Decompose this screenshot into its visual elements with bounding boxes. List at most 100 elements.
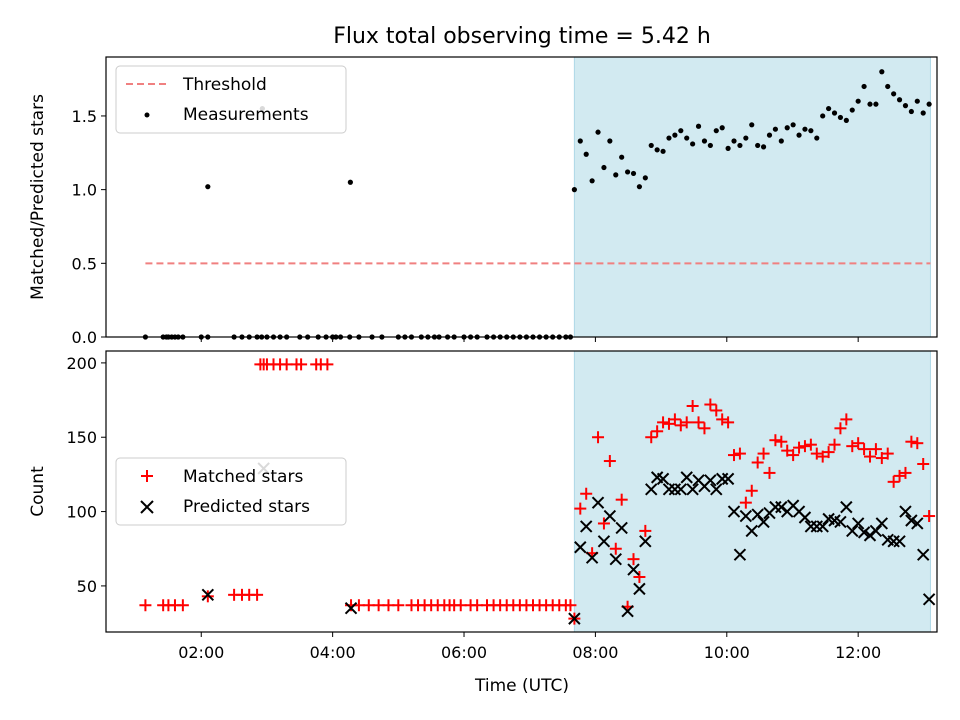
measurements-point (861, 83, 867, 90)
measurements-point (684, 135, 690, 141)
measurements-point (796, 132, 802, 138)
measurements-point (205, 184, 211, 190)
predicted-legend-swatch (140, 500, 154, 514)
count-panel: 02:00 04:00 06:00 08:00 10:00 12:00 50 100 150 20… (28, 350, 938, 662)
matched-stars-point (674, 419, 687, 432)
ratio-panel: 0.0 0.5 1.0 1.5 Matched/Predicted stars Thr… (28, 56, 938, 347)
measurements-point (731, 138, 737, 144)
predicted-stars-point (609, 552, 622, 566)
top-axes-frame (105, 56, 938, 338)
top-y-axis-label: Matched/Predicted stars (28, 94, 48, 300)
measurements-point (713, 128, 719, 134)
predicted-stars-point (603, 509, 617, 523)
measurements-point (619, 154, 625, 160)
predicted-stars-point (733, 548, 747, 561)
predicted-stars-point (633, 582, 646, 596)
matched-stars-point (793, 441, 806, 454)
bottom-axis-ticks: 02:00 04:00 06:00 08:00 10:00 12:00 50 100 150 20… (66, 354, 881, 662)
measurements-point (891, 91, 897, 97)
predicted-stars-point (727, 505, 741, 518)
measurements-point (595, 129, 601, 135)
measurements-point (867, 101, 873, 107)
predicted-stars-point (857, 526, 871, 539)
matched-stars-point (651, 425, 664, 438)
measurements-point (820, 113, 826, 119)
predicted-stars-point (834, 515, 847, 529)
predicted-stars-point (201, 588, 215, 602)
matched-stars-point (757, 447, 770, 460)
matched-stars-point (722, 416, 735, 429)
measurements-point (914, 98, 920, 104)
matched-stars-point (201, 590, 214, 603)
predicted-stars-point (656, 472, 670, 486)
matched-stars-point (716, 413, 729, 426)
measurements-point (843, 117, 849, 123)
matched-stars-point (858, 443, 871, 456)
measurements-legend-swatch (144, 112, 150, 118)
matched-stars-point (321, 358, 334, 371)
matched-stars-point (597, 517, 610, 530)
measurements-point (678, 128, 684, 134)
bottom-legend: Matched stars Predicted stars (115, 457, 347, 526)
matched-stars-point (698, 422, 711, 435)
predicted-stars-point (585, 551, 599, 564)
measurements-point (837, 114, 844, 121)
measurements-point (926, 101, 932, 107)
predicted-stars-point (804, 520, 818, 533)
top-legend-box (115, 65, 347, 134)
measurements-point (701, 138, 708, 144)
matched-stars-point (615, 493, 628, 506)
predicted-stars-point (721, 472, 735, 486)
matched-stars-point (251, 588, 264, 601)
x-tick-label: 08:00 (572, 643, 618, 662)
predicted-stars-point (745, 524, 758, 538)
matched-stars-point (763, 466, 776, 479)
predicted-stars-point (863, 529, 877, 542)
y-tick-label: 1.5 (72, 107, 97, 126)
matched-stars-point (645, 431, 658, 444)
predicted-stars-point (887, 535, 900, 548)
matched-stars-point (905, 435, 918, 448)
predicted-stars-point (922, 593, 936, 606)
predicted-stars-point (775, 500, 788, 514)
matched-stars-point (564, 599, 577, 612)
matched-stars-point (887, 475, 900, 488)
matched-stars-point (627, 553, 640, 566)
predicted-stars-point (615, 521, 628, 535)
matched-stars-point (680, 416, 693, 429)
measurements-point (814, 135, 820, 141)
matched-legend-label: Matched stars (183, 467, 303, 487)
predicted-stars-point (579, 520, 593, 533)
bottom-legend-box (115, 457, 347, 526)
matched-stars-point (869, 443, 882, 456)
measurements-point (607, 138, 613, 144)
matched-stars-point (881, 447, 894, 460)
predicted-stars-point (574, 541, 587, 554)
y-tick-label: 50 (77, 577, 97, 596)
predicted-stars-point (674, 483, 688, 496)
predicted-stars-point (704, 474, 717, 487)
matched-stars-point (728, 449, 741, 462)
predicted-stars-point (591, 496, 605, 509)
measurements-point (660, 148, 666, 154)
matched-stars-point (668, 413, 681, 426)
measurements-point (707, 142, 713, 149)
measurements-point (755, 142, 761, 149)
shaded-region (573, 56, 931, 338)
predicted-stars-point (816, 520, 829, 533)
predicted-stars-point (757, 515, 770, 529)
predicted-stars-point (686, 483, 699, 496)
predicted-stars-point (751, 508, 764, 521)
matched-stars-point (798, 440, 811, 453)
measurements-point (772, 126, 778, 132)
matched-stars-point (787, 449, 800, 462)
y-tick-label: 200 (66, 354, 97, 373)
matched-stars-point (834, 422, 847, 435)
predicted-stars-point (568, 612, 581, 625)
predicted-stars-point (639, 535, 652, 548)
y-tick-label: 0.0 (72, 328, 97, 347)
threshold-legend-label: Threshold (182, 75, 267, 95)
count-points (139, 358, 936, 625)
measurements-point (601, 164, 607, 171)
matched-stars-point (633, 570, 646, 583)
